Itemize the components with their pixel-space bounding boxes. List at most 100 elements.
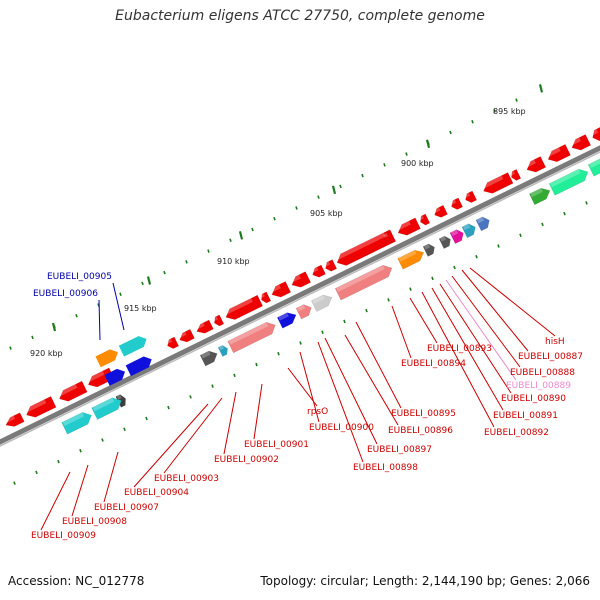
gene-arrow [57,380,88,402]
gene-label: EUBELI_00894 [401,359,466,369]
gene-arrow [334,264,393,301]
tick-label: 915 kbp [124,304,157,313]
genome-title: Eubacterium eligens ATCC 27750, complete… [115,8,485,24]
leader-line [445,279,517,381]
gene-arrow [227,322,276,354]
major-tick [146,276,152,285]
tick-dot [317,195,320,199]
tick-dot [75,314,78,318]
leader-line [461,269,529,352]
leader-line [253,383,263,440]
gene-label: EUBELI_00903 [154,474,219,484]
tick-dot [31,335,34,340]
leader-line [431,287,504,411]
gene-label: EUBELI_00907 [94,503,159,513]
gene-arrow [95,349,118,368]
label-leader-lines [40,267,556,531]
tick-dot [383,163,386,167]
gene-arrow [383,231,395,244]
gene-label: EUBELI_00902 [214,455,279,465]
major-tick [331,185,337,195]
tick-dot [101,438,104,442]
gene-label: EUBELI_00895 [391,409,456,419]
gene-arrow [335,229,397,266]
gene-arrow [397,249,425,270]
tick-dot [299,341,302,345]
tick-dot [229,238,232,243]
gene-label: hisH [545,337,565,347]
gene-arrow [449,229,464,244]
tick-dot [163,270,166,275]
gene-arrow [260,291,272,304]
tick-dot [519,233,522,237]
gene-arrow [546,144,571,162]
tick-dot [185,260,188,264]
tick-dot [141,281,144,286]
gene-arrow [311,264,326,278]
tick-dot [475,255,478,259]
accession-text: Accession: NC_012778 [8,574,145,588]
leader-line [324,337,378,445]
minor-tick-dots [9,98,588,485]
gene-arrow [548,168,589,196]
tick-dot [251,227,254,232]
tick-dot [497,244,500,248]
genome-backbone [0,145,600,447]
gene-arrow [195,319,214,334]
tick-dot [79,449,82,453]
tick-dot [145,416,148,421]
gene-label: EUBELI_00891 [493,411,558,421]
leader-line [469,267,556,337]
gene-arrow [396,217,421,236]
gene-arrow [461,223,476,239]
gene-label: EUBELI_00888 [510,368,575,378]
major-tick [51,322,57,332]
tick-dot [387,298,390,302]
leader-line [317,341,364,463]
tick-label: 920 kbp [30,349,63,358]
gene-arrow [290,271,312,288]
gene-arrow [464,190,478,203]
leader-line [98,299,101,341]
gene-arrow [529,187,551,206]
major-ticks [51,84,544,332]
leader-line [103,451,119,503]
gene-arrow [61,412,92,435]
gene-label: EUBELI_00901 [244,440,309,450]
topology-text: Topology: circular; Length: 2,144,190 bp… [260,574,590,588]
leader-line [355,321,402,409]
tick-dot [405,152,408,156]
tick-dot [189,395,192,399]
major-tick [538,84,544,93]
tick-dot [343,319,346,324]
leader-line [223,391,237,455]
tick-dot [57,459,60,464]
gene-arrow [481,172,514,194]
tick-dot [431,276,434,281]
major-tick [238,231,244,240]
tick-dot [123,427,126,431]
gene-label: EUBELI_00890 [501,394,566,404]
gene-label: EUBELI_00898 [353,463,418,473]
gene-label: EUBELI_00896 [388,426,453,436]
tick-label: 900 kbp [401,159,434,168]
backbone-line-outer [0,145,600,445]
tick-dot [233,373,236,378]
gene-label: EUBELI_00897 [367,445,432,455]
tick-dot [409,287,412,291]
tick-dot [277,352,280,356]
leader-line [344,334,399,426]
gene-label: EUBELI_00906 [33,289,98,299]
leader-line [163,397,223,474]
gene-arrow [4,412,25,427]
leader-line [71,464,89,517]
gene-arrow [217,345,228,357]
tick-label: 910 kbp [217,257,250,266]
gene-arrow [570,134,592,151]
gene-arrow [125,356,152,377]
tick-dot [471,119,474,124]
gene-label: EUBELI_00887 [518,352,583,362]
gene-features [4,126,600,435]
tick-dot [9,346,12,350]
